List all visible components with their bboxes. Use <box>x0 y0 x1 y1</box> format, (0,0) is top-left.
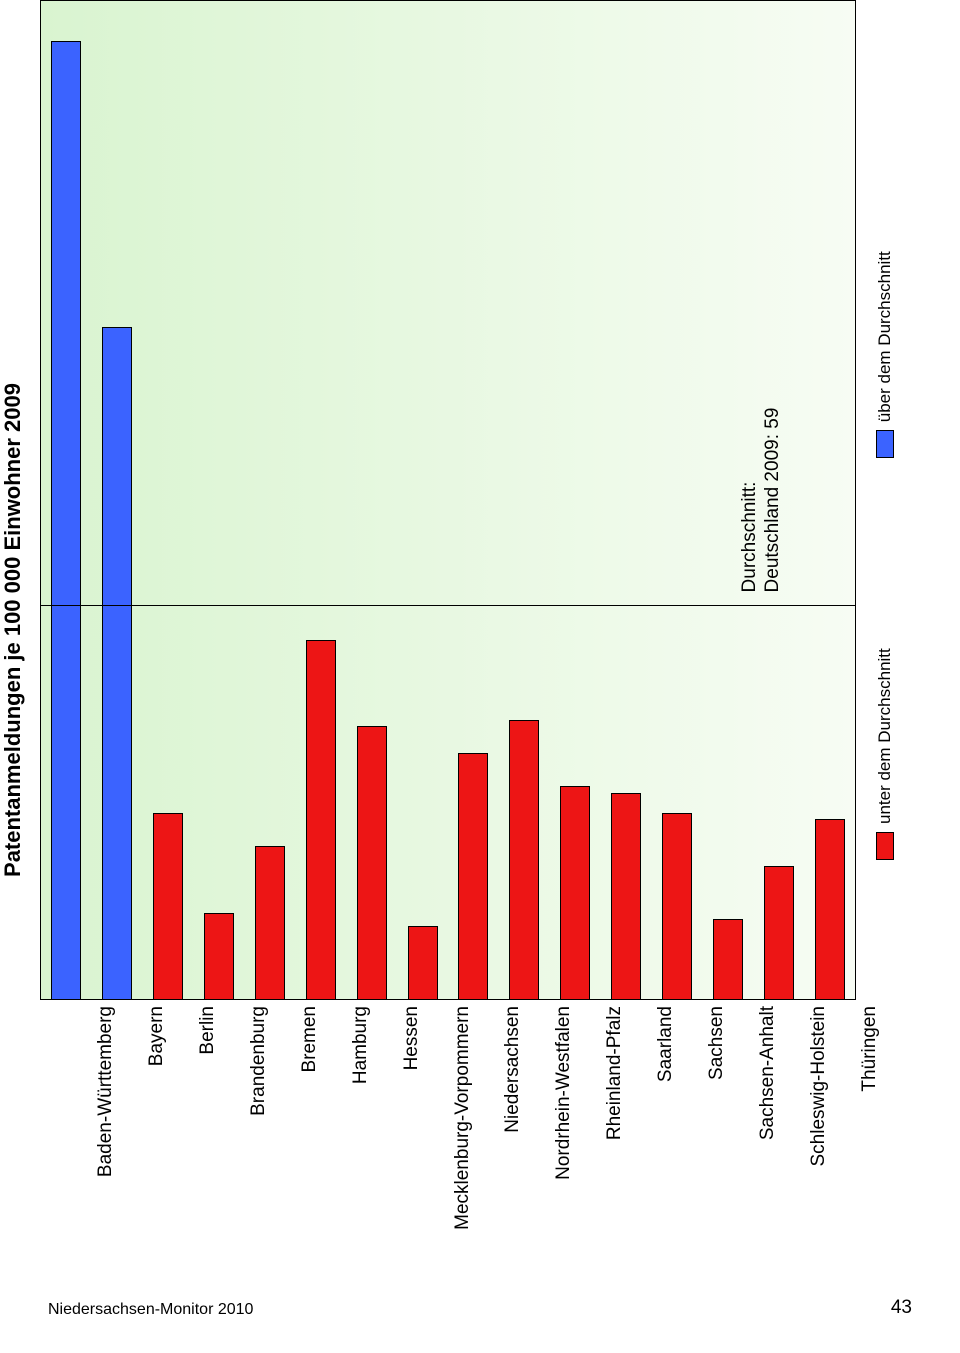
average-line <box>41 605 855 606</box>
x-tick-mark <box>855 798 856 799</box>
category-labels: Baden-Württemberg Bayern Berlin Brandenburg… <box>40 1000 900 1260</box>
category-label: Baden-Württemberg <box>95 1006 117 1177</box>
footer-source: Niedersachsen-Monitor 2010 <box>48 1301 253 1319</box>
category-label: Bayern <box>146 1006 168 1066</box>
category-label: Hessen <box>401 1006 423 1070</box>
category-label: Schleswig-Holstein <box>808 1006 830 1167</box>
category-label: Sachsen <box>706 1006 728 1080</box>
category-label: Niedersachsen <box>502 1006 524 1133</box>
bar-bayern <box>102 327 132 999</box>
page-root: Patentanmeldungen je 100 000 Einwohner 2… <box>0 0 960 1353</box>
legend-swatch-above <box>876 430 894 458</box>
legend-item-above: über dem Durchschnitt <box>875 251 895 458</box>
x-tick-mark <box>855 665 856 666</box>
bar-hamburg <box>306 640 336 999</box>
category-label: Mecklenburg-Vorpommern <box>452 1006 474 1230</box>
category-label: Sachsen-Anhalt <box>757 1006 779 1140</box>
x-tick-mark <box>855 466 856 467</box>
bar-hessen <box>357 726 387 999</box>
bar-brandenburg <box>204 913 234 999</box>
bar-sachsen-anhalt <box>713 919 743 999</box>
legend-label-below: unter dem Durchschnitt <box>875 648 895 824</box>
bar-mecklenburg-vorpommern <box>408 926 438 999</box>
x-tick-mark <box>855 133 856 134</box>
chart-container: Patentanmeldungen je 100 000 Einwohner 2… <box>0 0 900 1260</box>
bar-nordrhein-westfalen <box>509 720 539 999</box>
category-label: Berlin <box>197 1006 219 1055</box>
x-tick-mark <box>855 333 856 334</box>
bar-sachsen <box>662 813 692 999</box>
avg-label-line1: Durchschnitt: <box>738 408 762 593</box>
bar-th-ringen <box>815 819 845 999</box>
x-tick-mark <box>855 865 856 866</box>
bar-rheinland-pfalz <box>560 786 590 999</box>
legend-label-above: über dem Durchschnitt <box>875 251 895 422</box>
bar-berlin <box>153 813 183 999</box>
x-tick-mark <box>855 266 856 267</box>
bar-schleswig-holstein <box>764 866 794 999</box>
average-label: Durchschnitt:Deutschland 2009: 59 <box>738 408 786 593</box>
legend-swatch-below <box>876 832 894 860</box>
bar-niedersachsen <box>458 753 488 999</box>
x-tick-mark <box>855 931 856 932</box>
x-tick-mark <box>855 732 856 733</box>
x-tick-mark <box>855 599 856 600</box>
x-tick-mark <box>855 998 856 999</box>
avg-label-line2: Deutschland 2009: 59 <box>761 408 785 593</box>
category-label: Saarland <box>655 1006 677 1082</box>
bar-bremen <box>255 846 285 999</box>
x-tick-mark <box>855 399 856 400</box>
category-label: Brandenburg <box>248 1006 270 1116</box>
bar-saarland <box>611 793 641 999</box>
category-label: Rheinland-Pfalz <box>604 1006 626 1140</box>
category-label: Hamburg <box>350 1006 372 1084</box>
x-tick-mark <box>855 532 856 533</box>
x-tick-mark <box>855 67 856 68</box>
chart-title: Patentanmeldungen je 100 000 Einwohner 2… <box>0 0 26 1260</box>
page-number: 43 <box>891 1297 912 1319</box>
category-label: Bremen <box>299 1006 321 1073</box>
bar-baden-w-rttemberg <box>51 41 81 999</box>
legend: unter dem Durchschnitt über dem Durchsch… <box>874 0 896 1000</box>
category-label: Thüringen <box>859 1006 881 1092</box>
legend-item-below: unter dem Durchschnitt <box>875 648 895 860</box>
plot-area: 0102030405060708090100110120130140150Dur… <box>40 0 856 1000</box>
x-tick-mark <box>855 0 856 1</box>
x-tick-mark <box>855 200 856 201</box>
category-label: Nordrhein-Westfalen <box>553 1006 575 1180</box>
